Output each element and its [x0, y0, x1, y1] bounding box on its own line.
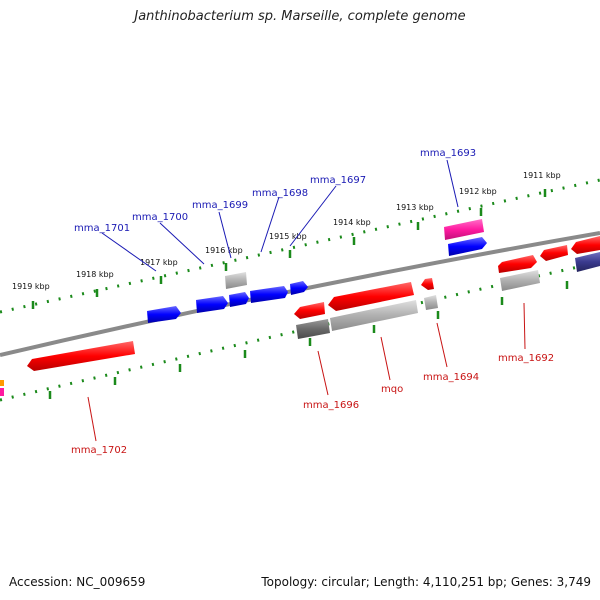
scale-label: 1911 kbp — [523, 171, 561, 180]
leader-lines-lower — [87, 302, 526, 442]
reverse-features — [0, 252, 600, 396]
accession-label: Accession: NC_009659 — [9, 575, 146, 589]
forward-features — [147, 219, 600, 323]
scale-ring-outer — [0, 178, 600, 314]
unannotated-feature[interactable] — [330, 300, 418, 331]
scale-label: 1912 kbp — [459, 187, 497, 196]
gene-label-mma-1696[interactable]: mma_1696 — [303, 400, 359, 411]
gene-mma-1693-feature[interactable] — [448, 237, 487, 256]
edge-feature[interactable] — [0, 388, 4, 396]
unannotated-feature[interactable] — [424, 295, 438, 310]
rna-feature[interactable] — [444, 219, 484, 240]
edge-feature[interactable] — [0, 380, 4, 386]
gene-mqo-feature[interactable] — [328, 282, 414, 311]
scale-label: 1917 kbp — [140, 258, 178, 267]
gene-mma-1696-feature[interactable] — [294, 302, 325, 319]
gene-label-mma-1692[interactable]: mma_1692 — [498, 353, 554, 364]
gene-label-mma-1693[interactable]: mma_1693 — [420, 148, 476, 159]
gene-label-mma-1700[interactable]: mma_1700 — [132, 212, 188, 223]
gene-mma-1699-feature[interactable] — [229, 292, 249, 307]
unannotated-feature[interactable] — [500, 270, 540, 291]
gene-label-mma-1699[interactable]: mma_1699 — [192, 200, 248, 211]
scale-label: 1919 kbp — [12, 282, 50, 291]
unannotated-feature[interactable] — [296, 319, 330, 339]
gene-mma-1692-feature[interactable] — [498, 255, 537, 273]
leader-lines-upper — [101, 159, 459, 272]
unannotated-feature[interactable] — [575, 252, 600, 272]
reverse-feature-right[interactable] — [540, 245, 568, 261]
gene-label-mqo[interactable]: mqo — [381, 384, 403, 395]
gene-label-mma-1702[interactable]: mma_1702 — [71, 445, 127, 456]
gene-mma-1697-feature[interactable] — [290, 281, 308, 295]
scale-label: 1915 kbp — [269, 232, 307, 241]
scale-inner-ticks — [48, 281, 569, 399]
gene-mma-1702-feature[interactable] — [27, 341, 135, 371]
gene-mma-1701-feature[interactable] — [147, 306, 181, 323]
unannotated-feature[interactable] — [225, 272, 247, 289]
gene-mma-1694-feature[interactable] — [421, 278, 434, 290]
scale-label: 1916 kbp — [205, 246, 243, 255]
genome-summary: Topology: circular; Length: 4,110,251 bp… — [261, 575, 591, 589]
page-title: Janthinobacterium sp. Marseille, complet… — [134, 9, 466, 24]
gene-mma-1698-feature[interactable] — [250, 286, 288, 303]
gene-label-mma-1697[interactable]: mma_1697 — [310, 175, 366, 186]
scale-label: 1918 kbp — [76, 270, 114, 279]
scale-label: 1914 kbp — [333, 218, 371, 227]
gene-label-mma-1694[interactable]: mma_1694 — [423, 372, 479, 383]
scale-major-ticks — [31, 189, 547, 309]
gene-label-mma-1698[interactable]: mma_1698 — [252, 188, 308, 199]
reverse-feature-edge[interactable] — [571, 236, 600, 254]
gene-label-mma-1701[interactable]: mma_1701 — [74, 223, 130, 234]
gene-mma-1700-feature[interactable] — [196, 296, 228, 313]
scale-label: 1913 kbp — [396, 203, 434, 212]
